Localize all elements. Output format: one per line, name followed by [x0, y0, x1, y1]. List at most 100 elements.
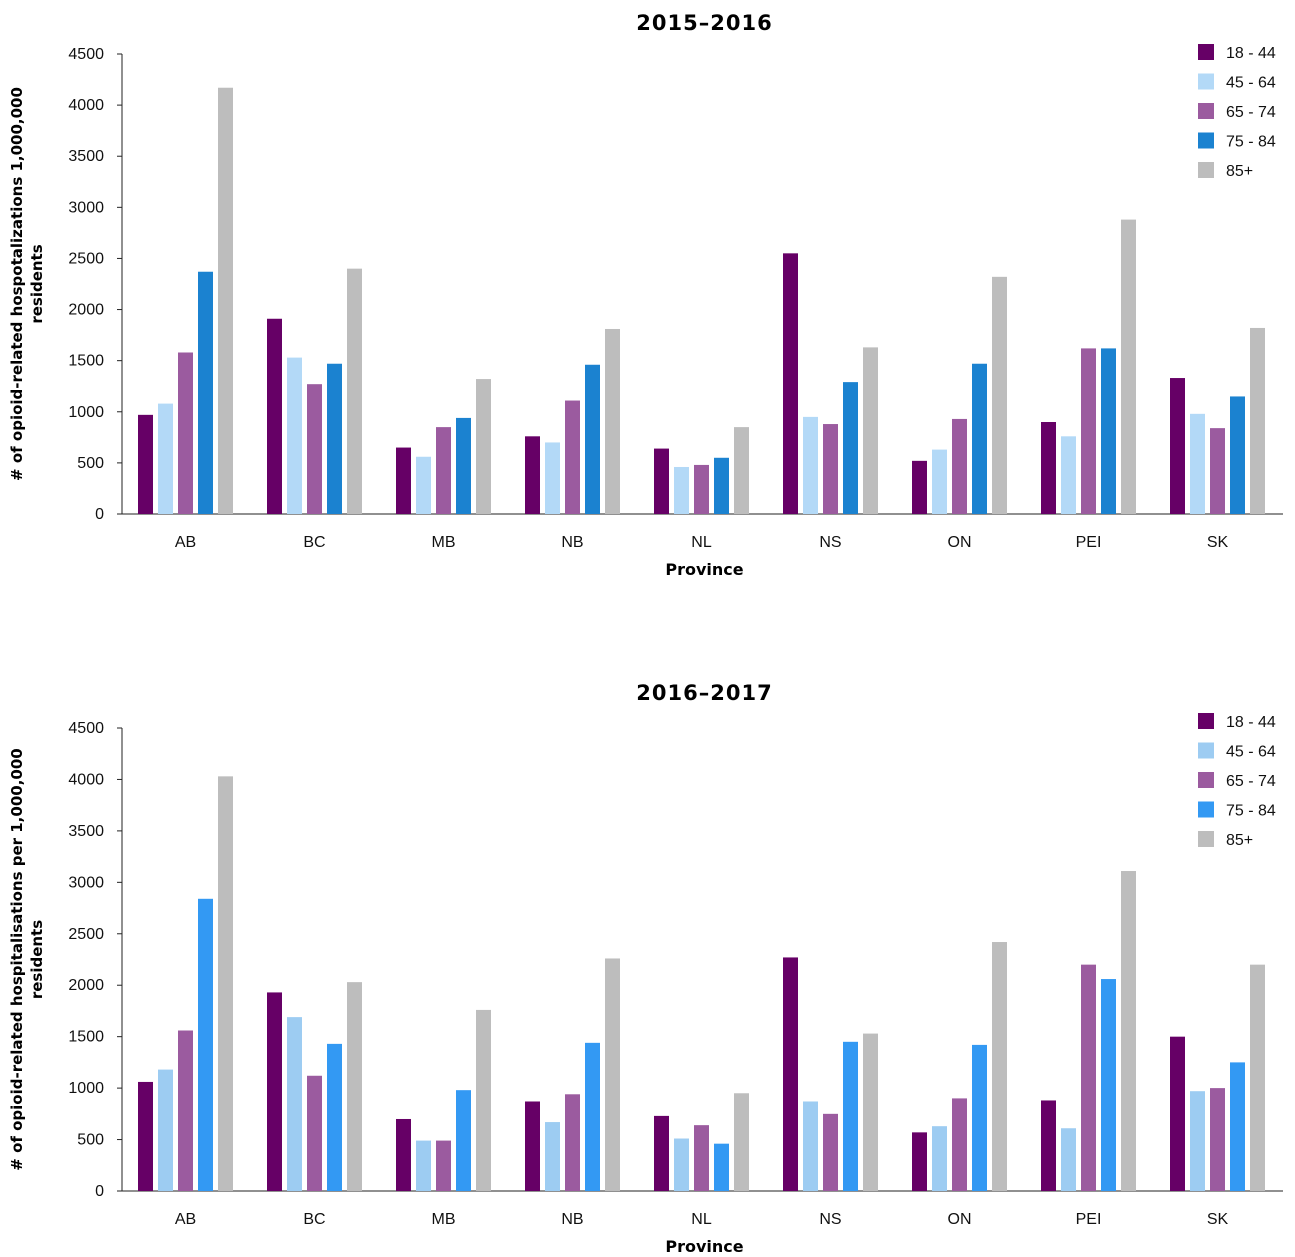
bar-ab-series-1 [138, 1081, 153, 1191]
x-tick-label: ON [948, 1211, 972, 1228]
y-tick-label: 4000 [68, 97, 104, 114]
bar-nl-series-1 [654, 1115, 669, 1191]
bar-nl-series-2 [674, 466, 689, 514]
y-axis-label: # of opioid-related hospotalizations 1,0… [8, 87, 26, 481]
x-tick-label: NB [561, 534, 583, 551]
bar-sk-series-5 [1250, 327, 1265, 514]
bar-pei-series-2 [1061, 1128, 1076, 1191]
bar-nl-series-1 [654, 448, 669, 514]
y-tick-label: 1500 [68, 353, 104, 370]
bar-mb-series-4 [456, 417, 471, 514]
bar-bc-series-1 [267, 318, 282, 514]
bar-nl-series-5 [734, 427, 749, 514]
bar-nb-series-1 [525, 436, 540, 514]
bar-ab-series-4 [198, 271, 213, 514]
bar-ab-series-1 [138, 414, 153, 514]
y-axis-label-line2: residents [28, 920, 46, 999]
bar-nl-series-4 [714, 1143, 729, 1191]
bar-mb-series-3 [436, 1140, 451, 1191]
bar-on-series-4 [972, 1044, 987, 1191]
legend-label: 45 - 64 [1226, 75, 1276, 92]
bar-on-series-3 [952, 1098, 967, 1191]
legend-label: 65 - 74 [1226, 104, 1276, 121]
bar-ns-series-3 [823, 424, 838, 514]
legend-label: 85+ [1226, 163, 1253, 180]
bar-nl-series-5 [734, 1093, 749, 1191]
bar-mb-series-3 [436, 427, 451, 514]
bar-on-series-1 [912, 460, 927, 514]
bar-pei-series-3 [1081, 964, 1096, 1191]
bar-on-series-5 [992, 942, 1007, 1191]
bar-nb-series-2 [545, 442, 560, 514]
bar-sk-series-3 [1210, 1088, 1225, 1191]
bar-sk-series-1 [1170, 1036, 1185, 1191]
x-tick-label: MB [432, 1211, 456, 1228]
x-tick-label: BC [303, 534, 325, 551]
legend-swatch [1198, 742, 1214, 759]
bar-nb-series-2 [545, 1122, 560, 1191]
bar-bc-series-3 [307, 1075, 322, 1191]
bar-pei-series-2 [1061, 436, 1076, 514]
bar-on-series-3 [952, 418, 967, 514]
bar-pei-series-4 [1101, 348, 1116, 514]
legend-label: 75 - 84 [1226, 134, 1276, 151]
x-tick-label: NL [691, 1211, 712, 1228]
x-tick-label: MB [432, 534, 456, 551]
bar-bc-series-5 [347, 268, 362, 514]
bar-bc-series-2 [287, 357, 302, 514]
bar-mb-series-5 [476, 379, 491, 514]
x-tick-label: PEI [1076, 1211, 1102, 1228]
y-tick-label: 0 [95, 506, 104, 523]
bar-mb-series-4 [456, 1090, 471, 1191]
y-tick-label: 1500 [68, 1029, 104, 1046]
x-tick-label: ON [948, 534, 972, 551]
bar-sk-series-5 [1250, 964, 1265, 1191]
bar-pei-series-1 [1041, 1100, 1056, 1191]
legend-swatch [1198, 831, 1214, 847]
legend: 18 - 44 45 - 64 65 - 74 75 - 84 85+ [1198, 44, 1276, 180]
legend-label: 85+ [1226, 832, 1253, 849]
bar-nl-series-3 [694, 1125, 709, 1191]
x-tick-label: NS [819, 534, 841, 551]
bar-nb-series-3 [565, 1094, 580, 1191]
legend-label: 18 - 44 [1226, 45, 1276, 62]
y-axis-label-line2: residents [28, 244, 46, 323]
y-tick-label: 500 [77, 455, 104, 472]
legend-label: 18 - 44 [1226, 714, 1276, 731]
bar-sk-series-4 [1230, 1062, 1245, 1191]
bar-ns-series-5 [863, 347, 878, 514]
x-tick-label: AB [175, 1211, 196, 1228]
y-tick-label: 3000 [68, 874, 104, 891]
legend-label: 45 - 64 [1226, 744, 1276, 761]
chart-title: 2016–2017 [636, 681, 772, 705]
x-axis-label: Province [665, 1237, 743, 1256]
bar-pei-series-4 [1101, 979, 1116, 1191]
legend-swatch [1198, 801, 1214, 818]
y-tick-label: 2000 [68, 977, 104, 994]
bar-on-series-2 [932, 1126, 947, 1191]
y-tick-label: 3500 [68, 148, 104, 165]
bar-ab-series-4 [198, 898, 213, 1191]
bar-sk-series-1 [1170, 378, 1185, 514]
legend: 18 - 44 45 - 64 65 - 74 75 - 84 85+ [1198, 713, 1276, 849]
y-tick-label: 4000 [68, 771, 104, 788]
bar-ab-series-3 [178, 352, 193, 514]
bar-pei-series-5 [1121, 871, 1136, 1191]
bar-nb-series-1 [525, 1101, 540, 1191]
y-tick-label: 4500 [68, 720, 104, 737]
x-tick-label: NB [561, 1211, 583, 1228]
bar-sk-series-2 [1190, 413, 1205, 514]
bar-ns-series-4 [843, 382, 858, 514]
y-axis-label: # of opioid-related hospitalisations per… [8, 748, 26, 1170]
bar-bc-series-5 [347, 982, 362, 1191]
bar-nl-series-2 [674, 1138, 689, 1191]
legend-label: 65 - 74 [1226, 773, 1276, 790]
bar-mb-series-2 [416, 1140, 431, 1191]
bar-nb-series-4 [585, 364, 600, 514]
bar-ab-series-3 [178, 1030, 193, 1191]
x-tick-label: PEI [1076, 534, 1102, 551]
bar-sk-series-2 [1190, 1091, 1205, 1191]
y-tick-label: 4500 [68, 46, 104, 63]
x-tick-label: AB [175, 534, 196, 551]
